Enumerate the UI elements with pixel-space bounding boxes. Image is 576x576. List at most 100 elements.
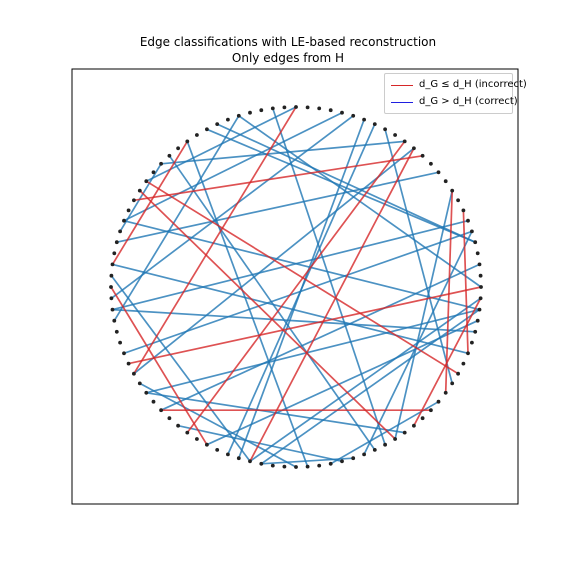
correct-edge-28 [123, 219, 480, 311]
node-20 [351, 113, 356, 118]
node-44 [122, 218, 126, 223]
node-58 [132, 371, 136, 376]
node-96 [473, 329, 478, 334]
node-24 [305, 105, 310, 110]
node-83 [383, 442, 387, 447]
incorrect-edge-6 [139, 189, 396, 440]
node-59 [137, 381, 142, 386]
node-51 [109, 296, 114, 301]
node-23 [317, 106, 322, 111]
node-99 [478, 296, 483, 301]
node-25 [294, 105, 298, 109]
node-26 [282, 105, 287, 110]
node-5 [470, 229, 474, 234]
node-71 [248, 459, 252, 464]
node-95 [470, 340, 474, 345]
correct-edge-34 [261, 457, 354, 465]
node-45 [118, 229, 122, 234]
node-93 [461, 361, 466, 366]
correct-edge-16 [206, 128, 476, 243]
correct-edge-22 [363, 231, 473, 455]
incorrect-edge-1 [186, 140, 406, 434]
node-0 [479, 285, 483, 289]
node-66 [195, 437, 199, 441]
correct-edge-19 [161, 140, 405, 165]
node-70 [236, 456, 241, 461]
legend-label-incorrect: d_G ≤ d_H (incorrect) [419, 79, 527, 90]
node-43 [126, 208, 131, 213]
node-10 [443, 179, 448, 184]
node-34 [195, 133, 199, 137]
node-89 [436, 399, 441, 404]
correct-edge-5 [112, 263, 469, 355]
node-19 [362, 117, 366, 122]
node-94 [466, 351, 470, 356]
incorrect-edge-5 [111, 140, 189, 265]
incorrect-edge-4 [145, 180, 459, 375]
node-97 [475, 318, 480, 323]
incorrect-edge-9 [133, 154, 423, 202]
node-6 [466, 218, 470, 223]
node-39 [151, 170, 156, 175]
node-92 [456, 371, 460, 376]
incorrect-edge-0 [133, 106, 297, 375]
correct-edge-33 [168, 155, 376, 451]
incorrect-edge-3 [110, 286, 208, 446]
node-56 [122, 351, 126, 356]
correct-edge-23 [113, 115, 240, 322]
node-76 [305, 464, 310, 469]
node-73 [270, 463, 275, 468]
node-79 [340, 459, 344, 464]
node-7 [461, 208, 466, 213]
correct-edge-17 [139, 382, 297, 468]
node-54 [114, 329, 119, 334]
correct-edge-31 [112, 308, 476, 333]
correct-edge-26 [112, 219, 469, 311]
legend: d_G ≤ d_H (incorrect) d_G > d_H (correct… [384, 73, 527, 114]
node-63 [167, 416, 172, 421]
node-57 [126, 361, 131, 366]
incorrect-edge-12 [444, 190, 454, 393]
node-68 [215, 448, 220, 452]
node-29 [248, 110, 252, 115]
node-49 [109, 273, 114, 278]
node-78 [328, 461, 333, 466]
node-17 [383, 127, 387, 132]
legend-item-correct: d_G > d_H (correct) [391, 95, 518, 109]
node-67 [205, 442, 209, 447]
node-4 [473, 240, 478, 245]
node-88 [429, 408, 433, 413]
node-36 [176, 146, 181, 151]
correct-edge-15 [249, 297, 482, 462]
node-74 [282, 464, 287, 469]
node-15 [402, 139, 407, 144]
incorrect-edges [110, 106, 482, 462]
chart-title: Edge classifications with LE-based recon… [139, 35, 437, 49]
node-90 [443, 390, 448, 395]
node-28 [259, 108, 264, 113]
node-65 [185, 430, 190, 435]
node-81 [362, 452, 366, 457]
node-55 [118, 340, 122, 345]
node-75 [294, 465, 298, 469]
chart-subtitle: Only edges from H [231, 51, 345, 65]
node-47 [112, 251, 117, 256]
correct-edge-3 [123, 230, 473, 355]
node-41 [137, 188, 142, 193]
correct-edge-14 [238, 119, 365, 459]
node-60 [144, 390, 149, 395]
plot-frame [71, 68, 519, 505]
node-31 [226, 117, 230, 122]
node-40 [144, 179, 149, 184]
node-69 [226, 452, 230, 457]
node-80 [351, 456, 356, 461]
correct-edge-25 [160, 263, 480, 411]
node-72 [259, 461, 264, 466]
node-30 [236, 113, 241, 118]
legend-item-incorrect: d_G ≤ d_H (incorrect) [391, 78, 527, 92]
correct-edge-8 [110, 115, 354, 299]
node-82 [372, 448, 377, 452]
node-86 [412, 423, 416, 428]
correct-edge-0 [216, 123, 476, 243]
node-77 [317, 463, 322, 468]
